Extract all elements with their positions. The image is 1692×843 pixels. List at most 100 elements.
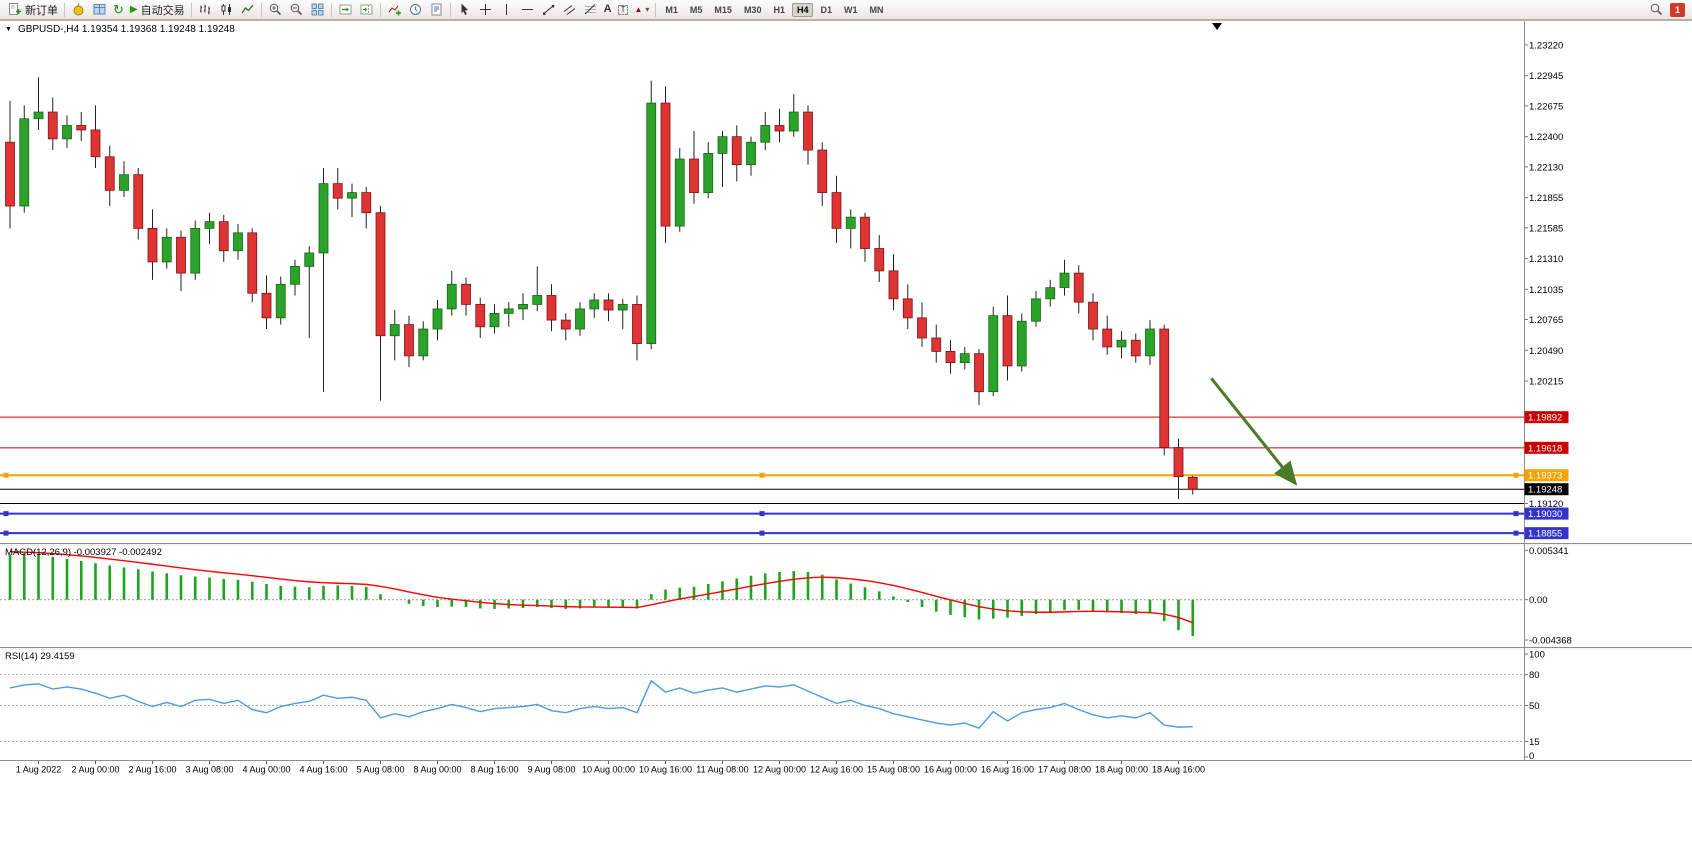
periods-button[interactable] xyxy=(405,1,426,19)
templates-button[interactable] xyxy=(426,1,447,19)
price-tag xyxy=(1524,527,1569,540)
horizontal-line-icon xyxy=(521,9,533,10)
candle xyxy=(803,105,813,165)
price-tag-label: 1.19373 xyxy=(1528,471,1562,482)
line-selection-handle[interactable] xyxy=(759,511,765,517)
new-order-icon xyxy=(9,3,21,15)
candle xyxy=(717,131,728,187)
text-button[interactable]: A xyxy=(601,1,615,19)
candle xyxy=(104,145,115,206)
candle xyxy=(646,80,657,350)
shapes-dropdown-button[interactable]: ▲ ▾ xyxy=(631,1,652,19)
market-watch-button[interactable] xyxy=(89,1,110,19)
price-axis-label: 1.19120 xyxy=(1529,499,1563,510)
toolbar-separator xyxy=(190,2,192,17)
candle xyxy=(62,115,72,148)
indicators-icon xyxy=(388,5,401,16)
autotrading-button[interactable]: ▶ 自动交易 xyxy=(127,1,188,19)
toolbar-separator xyxy=(64,2,65,17)
price-tag-label: 1.19892 xyxy=(1528,413,1562,424)
zoom-out-button[interactable] xyxy=(286,1,307,19)
line-selection-handle[interactable] xyxy=(3,511,9,517)
autoscroll-button[interactable] xyxy=(335,1,356,19)
macd-histogram xyxy=(8,553,1195,636)
candle xyxy=(1088,293,1098,341)
line-selection-handle[interactable] xyxy=(3,472,9,478)
horizontal-line-button[interactable] xyxy=(517,1,538,19)
candle xyxy=(603,293,614,322)
candlestick-chart-icon xyxy=(221,4,231,15)
timeframe-button-m1[interactable]: M1 xyxy=(665,4,678,15)
candle xyxy=(375,205,386,401)
candle xyxy=(133,167,144,240)
new-order-button[interactable]: 新订单 xyxy=(4,1,61,19)
signals-button[interactable] xyxy=(68,1,89,19)
candle xyxy=(1173,438,1184,500)
bar-chart-button[interactable] xyxy=(195,1,216,19)
price-axis-label: 1.22945 xyxy=(1529,71,1563,82)
line-chart-button[interactable] xyxy=(237,1,258,19)
notification-badge: 1 xyxy=(1670,2,1685,17)
notification-button[interactable]: 1 xyxy=(1667,1,1688,19)
time-axis-label: 18 Aug 16:00 xyxy=(1152,765,1205,775)
crosshair-button[interactable] xyxy=(475,1,496,19)
candlestick-chart-button[interactable] xyxy=(216,1,237,19)
refresh-button[interactable]: ↻ xyxy=(110,1,127,19)
candle xyxy=(703,142,714,199)
one-click-trading-toggle[interactable]: ▼ xyxy=(5,26,12,33)
trend-arrow-object[interactable] xyxy=(1210,377,1298,486)
price-tag xyxy=(1524,507,1569,520)
line-selection-handle[interactable] xyxy=(759,530,765,536)
chart-shift-button[interactable] xyxy=(356,1,377,19)
text-label-button[interactable]: T xyxy=(615,1,632,19)
candle xyxy=(176,230,186,292)
time-axis-label: 12 Aug 16:00 xyxy=(810,765,863,775)
candle xyxy=(418,321,429,361)
line-selection-handle[interactable] xyxy=(1513,511,1519,517)
refresh-icon: ↻ xyxy=(113,2,124,17)
trendline-button[interactable] xyxy=(538,1,559,19)
candle xyxy=(731,125,742,182)
timeframe-button-d1[interactable]: D1 xyxy=(820,4,832,15)
cursor-button[interactable] xyxy=(454,1,475,19)
timeframe-button-m30[interactable]: M30 xyxy=(743,4,762,15)
candle xyxy=(261,275,272,330)
cursor-icon xyxy=(461,3,468,15)
candle xyxy=(1073,265,1084,314)
candle xyxy=(290,259,300,296)
time-axis-label: 2 Aug 00:00 xyxy=(71,765,119,775)
candle xyxy=(204,212,215,245)
line-selection-handle[interactable] xyxy=(3,530,9,536)
timeframe-button-m15[interactable]: M15 xyxy=(714,4,732,15)
timeframe-button-h1[interactable]: H1 xyxy=(773,4,785,15)
tile-windows-button[interactable] xyxy=(307,1,328,19)
chart-position-marker xyxy=(1212,23,1222,30)
price-axis-label: 1.21585 xyxy=(1529,223,1563,234)
price-tag xyxy=(1524,483,1569,496)
price-tag xyxy=(1524,469,1569,482)
price-axis-label: 1.22130 xyxy=(1529,162,1563,173)
candle xyxy=(660,86,671,243)
timeframe-button-h4[interactable]: H4 xyxy=(791,2,814,17)
time-axis-label: 1 Aug 2022 xyxy=(16,765,62,775)
macd-axis-label: 0.00 xyxy=(1529,595,1548,606)
indicators-button[interactable] xyxy=(384,1,405,19)
crosshair-icon xyxy=(479,4,491,15)
search-button[interactable] xyxy=(1646,1,1667,19)
timeframe-button-w1[interactable]: W1 xyxy=(844,4,858,15)
line-selection-handle[interactable] xyxy=(1513,530,1519,536)
line-chart-icon xyxy=(241,4,254,14)
timeframe-button-mn[interactable]: MN xyxy=(869,4,884,15)
candle xyxy=(361,186,372,229)
vertical-line-button[interactable] xyxy=(496,1,517,19)
candle xyxy=(831,175,842,243)
timeframe-button-m5[interactable]: M5 xyxy=(689,4,703,15)
periods-clock-icon xyxy=(409,4,421,15)
line-selection-handle[interactable] xyxy=(1513,472,1519,478)
channel-button[interactable] xyxy=(559,1,580,19)
fibonacci-button[interactable] xyxy=(580,1,601,19)
line-selection-handle[interactable] xyxy=(759,472,765,478)
candle xyxy=(33,77,44,130)
zoom-in-button[interactable] xyxy=(265,1,286,19)
